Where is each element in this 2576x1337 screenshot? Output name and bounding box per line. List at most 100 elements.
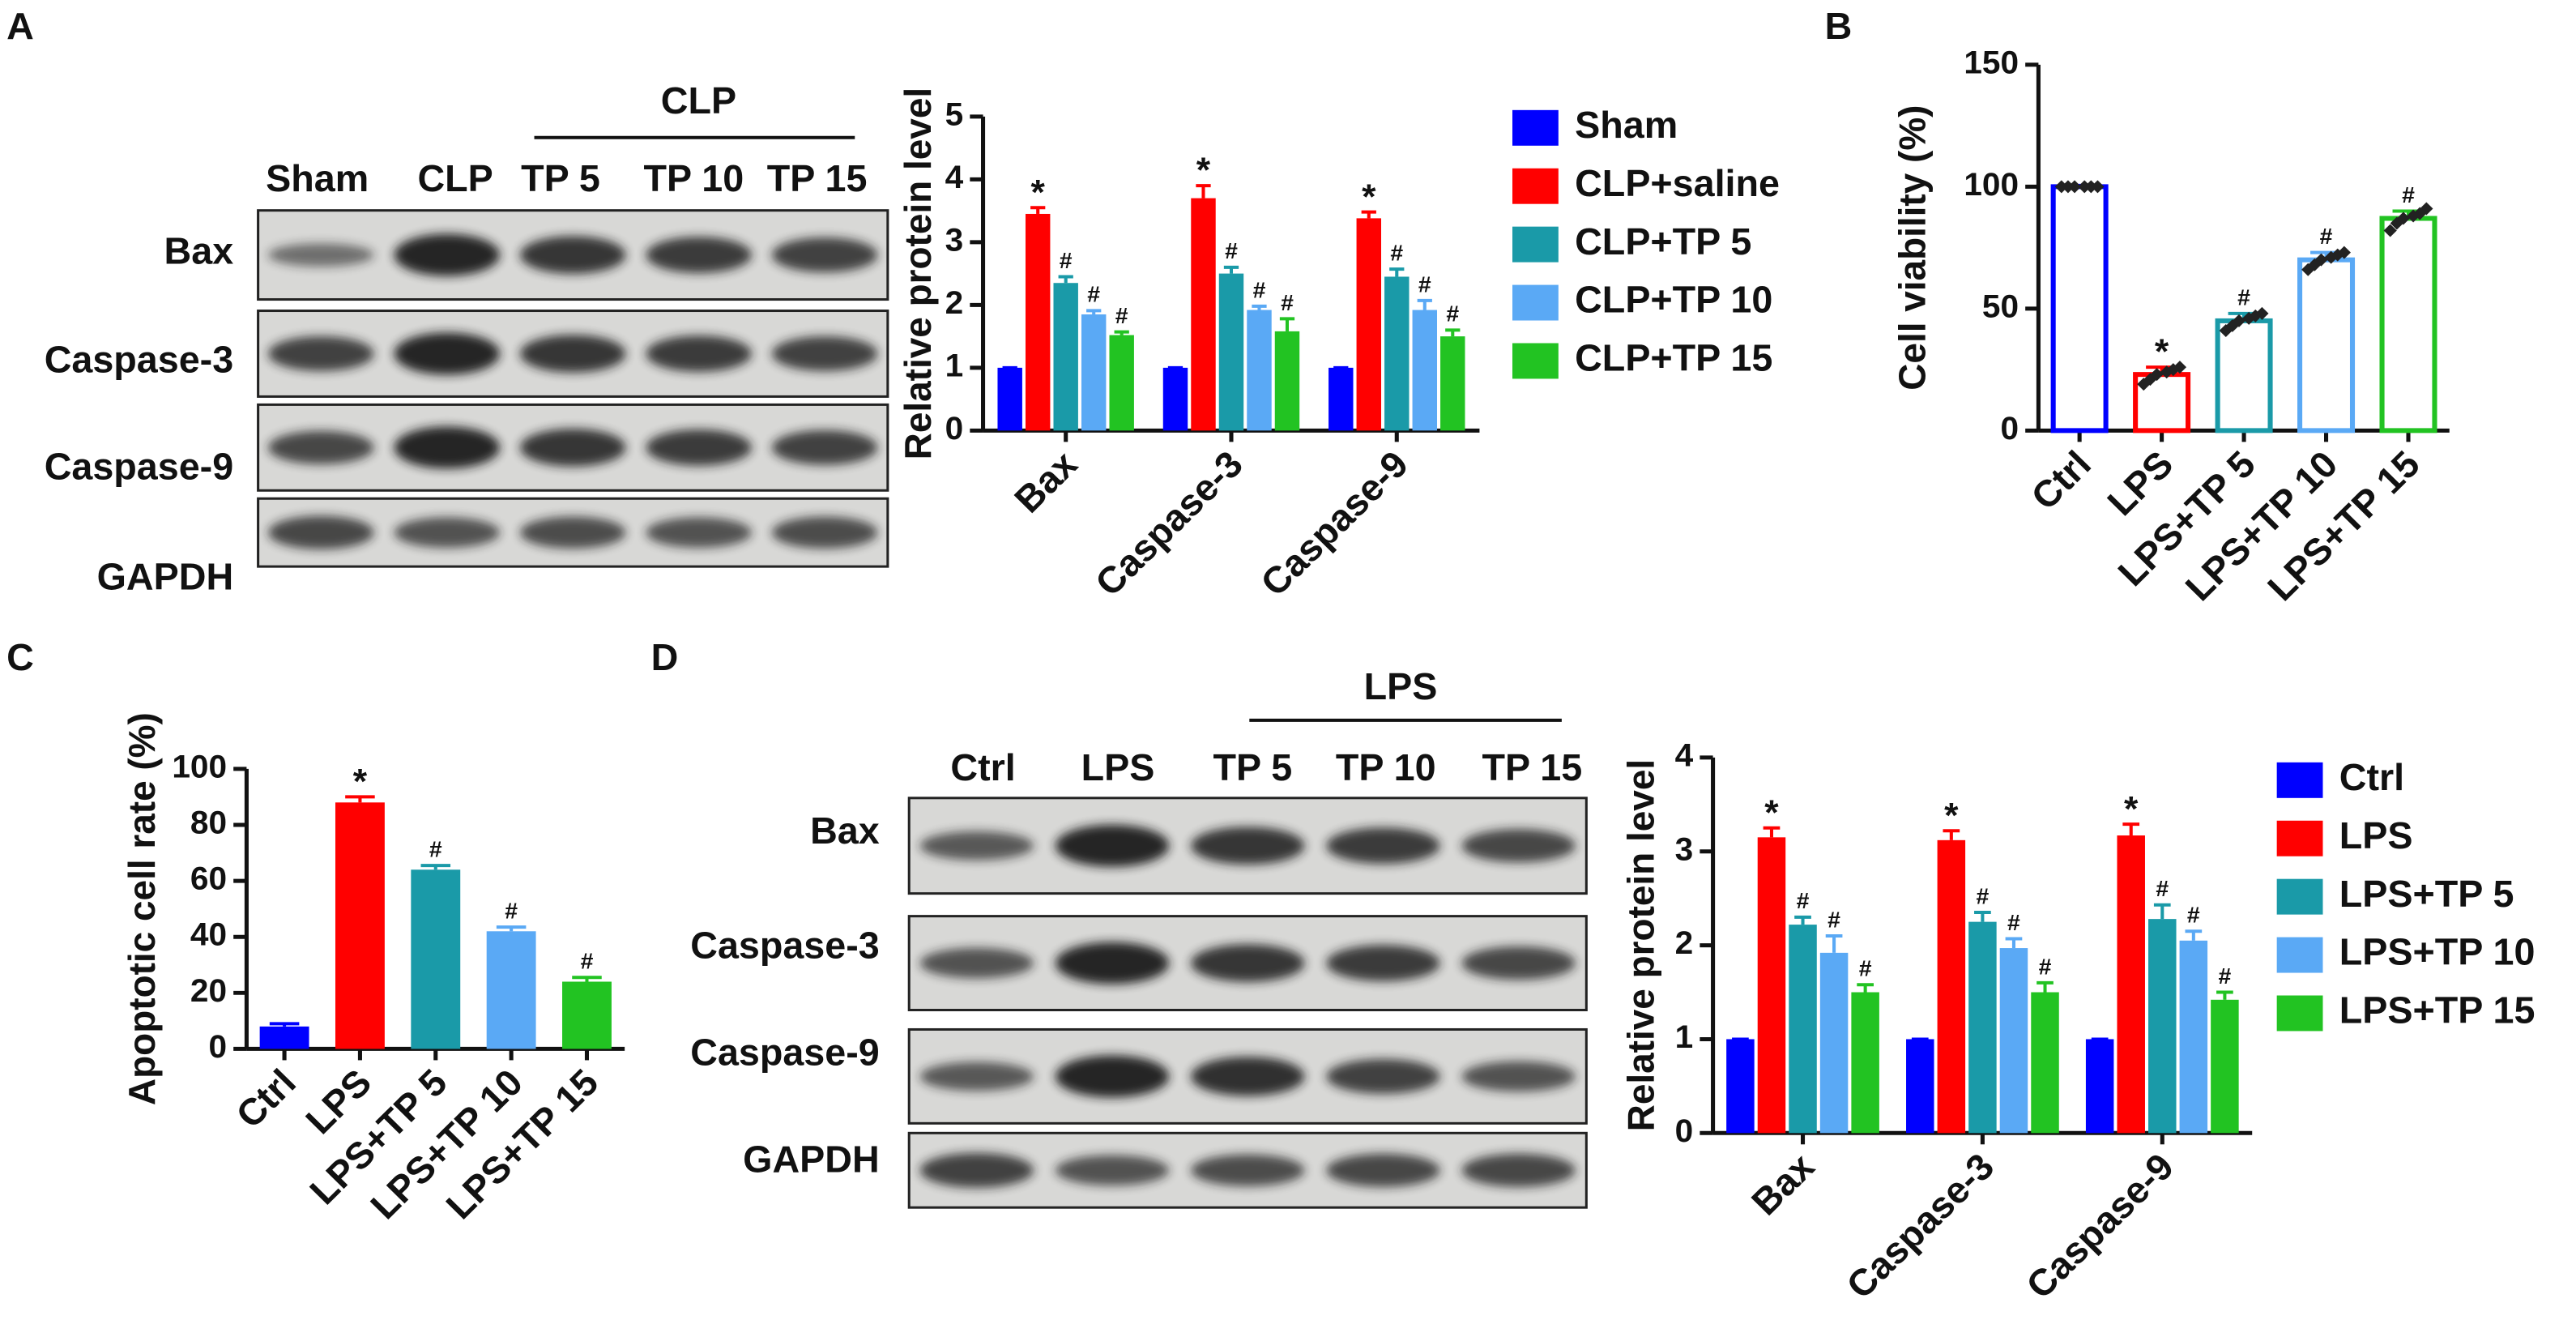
panel-label: B	[1825, 5, 1853, 47]
significance-mark: *	[2124, 789, 2139, 829]
significance-mark: *	[1196, 151, 1211, 190]
lane-label: Sham	[266, 157, 369, 199]
data-point	[2173, 361, 2187, 374]
significance-mark: #	[1859, 955, 1872, 981]
significance-mark: #	[2320, 223, 2333, 249]
bar	[997, 367, 1022, 431]
bar	[562, 981, 612, 1049]
blot-band	[1461, 1153, 1576, 1187]
significance-mark: *	[1031, 173, 1046, 212]
row-label: GAPDH	[743, 1138, 880, 1181]
blot-band	[1461, 829, 1576, 863]
significance-mark: *	[353, 762, 368, 801]
significance-mark: #	[1253, 277, 1266, 303]
y-tick-label: 2	[1675, 925, 1694, 961]
y-tick-label: 4	[945, 159, 964, 195]
blot-band	[919, 831, 1034, 861]
significance-mark: #	[2007, 909, 2020, 935]
data-point	[2420, 202, 2433, 216]
significance-mark: #	[1087, 281, 1100, 307]
blot-band	[646, 517, 752, 548]
bar	[259, 1026, 309, 1049]
significance-mark: #	[1115, 302, 1128, 328]
bar	[2117, 835, 2145, 1134]
y-tick-label: 1	[945, 348, 964, 384]
row-label: GAPDH	[97, 556, 234, 598]
legend-label: CLP+TP 5	[1575, 220, 1751, 263]
legend-swatch	[2276, 762, 2323, 798]
y-axis-label: Relative protein level	[896, 88, 938, 459]
blot-band	[919, 1152, 1034, 1188]
legend-swatch	[1512, 168, 1559, 204]
y-tick-label: 80	[190, 805, 227, 841]
legend-swatch	[1512, 226, 1559, 263]
y-axis-label: Cell viability (%)	[1891, 105, 1933, 391]
bar	[1162, 367, 1188, 431]
bar	[2148, 919, 2177, 1134]
bar	[1191, 198, 1216, 431]
significance-mark: #	[2237, 284, 2250, 310]
legend-swatch	[2276, 995, 2323, 1032]
significance-mark: *	[1944, 796, 1959, 835]
row-label: Bax	[164, 230, 234, 272]
legend-label: Sham	[1575, 104, 1678, 146]
lane-label: TP 15	[1482, 746, 1583, 788]
significance-mark: #	[1828, 907, 1840, 933]
y-tick-label: 150	[1964, 45, 2019, 81]
bar	[2215, 318, 2273, 434]
row-label: Caspase-3	[45, 339, 233, 381]
data-point	[2091, 180, 2105, 194]
bar	[411, 869, 461, 1049]
blot-band	[394, 332, 501, 375]
legend-swatch	[1512, 343, 1559, 379]
y-tick-label: 3	[1675, 831, 1694, 868]
blot-band	[1326, 827, 1440, 865]
blot-band	[268, 515, 374, 549]
significance-mark: *	[2155, 332, 2169, 372]
significance-mark: #	[1797, 887, 1810, 913]
bar	[2050, 184, 2109, 434]
y-tick-label: 0	[208, 1028, 227, 1065]
significance-mark: #	[2402, 182, 2415, 207]
y-tick-label: 100	[172, 749, 227, 785]
significance-mark: #	[505, 898, 518, 924]
y-tick-label: 50	[1982, 288, 2019, 325]
panel-label: C	[6, 636, 34, 678]
y-axis-label: Apoptotic cell rate (%)	[121, 712, 163, 1105]
blot-band	[1055, 1155, 1170, 1186]
bar	[486, 931, 536, 1049]
blot-band	[1191, 944, 1305, 982]
bar	[1999, 948, 2028, 1134]
bar	[2085, 1039, 2114, 1134]
bar	[1109, 335, 1134, 431]
bar	[2211, 999, 2239, 1134]
row-label: Bax	[810, 809, 880, 852]
blot-band	[394, 426, 501, 469]
lane-label: TP 10	[1336, 746, 1436, 788]
y-tick-label: 100	[1964, 166, 2019, 203]
significance-mark: #	[429, 836, 442, 862]
row-label: Caspase-9	[45, 446, 233, 488]
blot-band	[1326, 945, 1440, 981]
blot-band	[394, 517, 501, 548]
legend-swatch	[2276, 937, 2323, 973]
significance-mark: #	[1225, 237, 1238, 263]
bar	[2031, 992, 2059, 1134]
y-tick-label: 60	[190, 861, 227, 897]
blot-band	[771, 237, 878, 273]
panel-label: D	[651, 636, 679, 678]
legend-label: CLP+TP 10	[1575, 279, 1772, 321]
y-tick-label: 20	[190, 972, 227, 1009]
significance-mark: #	[1390, 240, 1403, 266]
y-tick-label: 0	[1675, 1113, 1694, 1149]
blot-band	[1055, 942, 1170, 985]
lane-label: TP 5	[521, 157, 600, 199]
blot-band	[1055, 1055, 1170, 1098]
significance-mark: #	[1418, 271, 1431, 297]
blot-band	[1191, 827, 1305, 865]
significance-mark: #	[2187, 902, 2200, 928]
blot-band	[519, 429, 626, 467]
row-label: Caspase-3	[690, 925, 879, 967]
significance-mark: #	[1977, 883, 1990, 909]
y-axis-label: Relative protein level	[1619, 759, 1661, 1131]
